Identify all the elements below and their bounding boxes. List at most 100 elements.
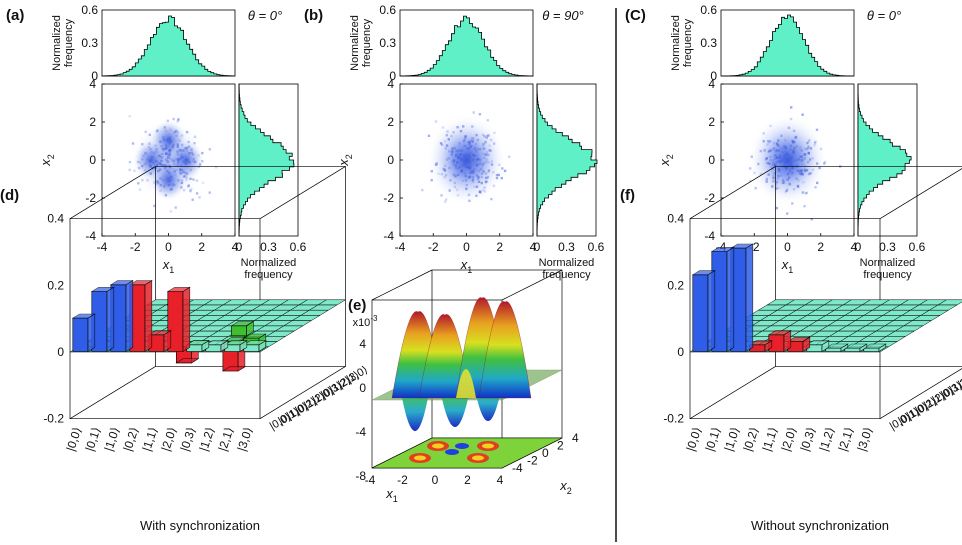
density-speckle: [772, 141, 776, 145]
density-speckle: [214, 166, 218, 169]
density-speckle: [806, 147, 810, 150]
density-speckle: [784, 191, 787, 194]
density-speckle: [777, 157, 780, 160]
density-speckle: [765, 157, 768, 160]
density-speckle: [804, 156, 807, 160]
density-speckle: [476, 147, 480, 151]
density-speckle: [448, 189, 451, 192]
density-speckle: [172, 163, 176, 166]
density-speckle: [776, 142, 779, 145]
density-speckle: [772, 174, 775, 178]
panel-a: (a) θ = 0° 0.6 0.3 0 Normalizedfrequency -4-4 -…: [6, 3, 307, 281]
density-speckle: [182, 175, 186, 178]
density-speckle: [796, 184, 800, 188]
density-speckle: [173, 183, 176, 187]
diag-bar-top: [786, 336, 811, 342]
density-speckle: [149, 160, 152, 163]
top-hist-tick: 0: [389, 69, 396, 83]
density-speckle: [466, 161, 470, 164]
density-speckle: [772, 177, 775, 180]
density-speckle: [789, 155, 792, 158]
z-scale-label: x10-3: [353, 314, 378, 329]
density-speckle: [175, 134, 178, 137]
y-tick-label: 2: [708, 115, 715, 129]
diag-bar-top: [223, 340, 248, 346]
density-speckle: [805, 169, 809, 172]
density-speckle: [800, 149, 803, 152]
density-speckle: [782, 146, 786, 150]
density-speckle: [453, 146, 456, 149]
density-speckle: [154, 160, 158, 163]
density-speckle: [191, 198, 194, 201]
density-speckle: [177, 179, 180, 182]
z-tick-label: 0: [677, 345, 684, 359]
density-speckle: [784, 146, 787, 149]
density-speckle: [453, 181, 457, 185]
density-speckle: [787, 126, 790, 129]
density-speckle: [486, 176, 489, 179]
density-speckle: [463, 172, 466, 175]
density-speckle: [441, 126, 445, 129]
surface-frame-edge: [371, 269, 433, 301]
density-speckle: [783, 149, 787, 152]
density-speckle: [457, 153, 460, 156]
density-speckle: [161, 156, 164, 159]
density-speckle: [776, 177, 779, 181]
density-speckle: [470, 139, 473, 142]
density-speckle: [173, 160, 176, 163]
density-speckle: [777, 186, 780, 190]
density-speckle: [149, 148, 152, 151]
density-speckle: [179, 171, 182, 174]
density-speckle: [809, 147, 813, 150]
density-speckle: [785, 167, 788, 170]
density-speckle: [478, 158, 482, 162]
diag-bar-side: [87, 313, 96, 353]
y-tick-label: 4: [387, 77, 394, 91]
density-speckle: [189, 168, 192, 172]
top-histogram: [101, 15, 236, 77]
x2-axis-label: x2: [336, 154, 354, 167]
density-speckle: [480, 175, 483, 179]
density-speckle: [487, 134, 490, 137]
density-speckle: [767, 140, 770, 143]
density-speckle: [144, 162, 148, 165]
density-speckle: [465, 157, 468, 160]
density-blob: [747, 114, 828, 206]
density-speckle: [805, 191, 808, 195]
density-speckle: [810, 218, 813, 221]
density-speckle: [490, 197, 493, 201]
density-speckle: [157, 181, 160, 185]
density-speckle: [162, 136, 165, 139]
density-speckle: [754, 186, 757, 190]
density-speckle: [468, 160, 471, 163]
density-speckle: [485, 150, 488, 154]
offdiag-bar: [231, 325, 247, 337]
density-speckle: [444, 200, 447, 203]
diag-bar-side: [125, 280, 134, 353]
density-speckle: [771, 176, 775, 180]
x1-axis-label: x1: [162, 257, 175, 275]
density-speckle: [759, 172, 763, 176]
density-speckle: [775, 187, 778, 190]
density-speckle: [148, 142, 151, 145]
density-speckle: [168, 172, 171, 175]
density-speckle: [785, 152, 788, 155]
contour-peak-core: [472, 455, 484, 461]
density-speckle: [487, 161, 490, 164]
diag-bar: [863, 347, 880, 352]
density-speckle: [788, 163, 792, 166]
density-speckle: [797, 158, 801, 161]
basis-label-front: |3,0⟩: [854, 425, 875, 453]
density-speckle: [779, 158, 783, 162]
density-speckle: [774, 163, 777, 166]
y-tick-label: -4: [85, 229, 96, 243]
density-speckle: [478, 190, 481, 193]
density-speckle: [485, 153, 488, 156]
density-speckle: [486, 119, 489, 122]
density-speckle: [764, 158, 768, 161]
density-speckle: [790, 172, 794, 176]
basis-label-front: |0,2⟩: [740, 425, 761, 453]
density-speckle: [164, 165, 168, 169]
density-speckle: [479, 190, 482, 193]
x2-axis-label: x2: [657, 154, 675, 167]
